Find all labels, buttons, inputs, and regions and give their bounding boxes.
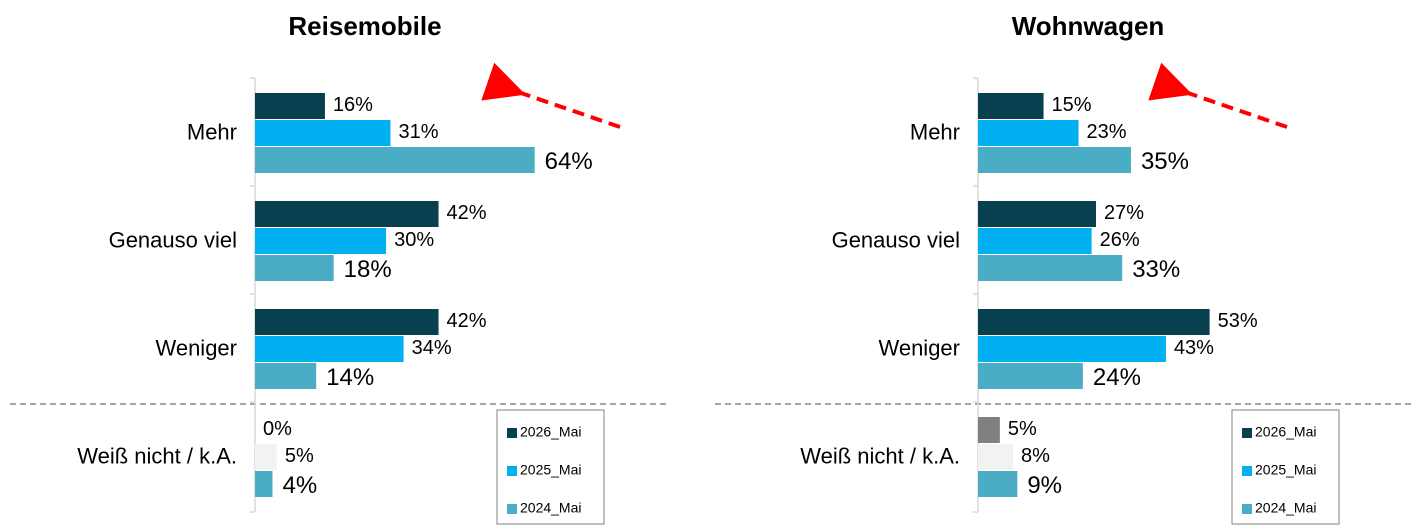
- data-label: 33%: [1132, 256, 1180, 283]
- legend-swatch: [1242, 466, 1252, 476]
- data-label: 34%: [412, 337, 452, 359]
- data-label: 30%: [394, 229, 434, 251]
- data-label: 9%: [1027, 472, 1062, 499]
- bar: [255, 201, 439, 227]
- legend-label: 2026_Mai: [520, 424, 582, 440]
- bar: [978, 336, 1166, 362]
- data-label: 23%: [1087, 121, 1127, 143]
- data-label: 27%: [1104, 202, 1144, 224]
- bar: [978, 147, 1131, 173]
- data-label: 0%: [263, 418, 292, 440]
- trend-arrow: [1148, 62, 1288, 129]
- bar: [978, 363, 1083, 389]
- bar: [255, 444, 277, 470]
- trend-arrow: [481, 62, 621, 129]
- data-label: 64%: [545, 148, 593, 175]
- data-label: 16%: [333, 94, 373, 116]
- bar: [978, 228, 1092, 254]
- chart-title: Reisemobile: [288, 11, 441, 41]
- bar: [978, 471, 1018, 497]
- data-label: 43%: [1174, 337, 1214, 359]
- bar: [255, 363, 317, 389]
- category-label: Weiß nicht / k.A.: [800, 443, 960, 468]
- bar: [255, 93, 325, 119]
- bar: [978, 120, 1079, 146]
- bar: [255, 471, 273, 497]
- data-label: 53%: [1218, 310, 1258, 332]
- data-label: 8%: [1021, 445, 1050, 467]
- legend-label: 2024_Mai: [1255, 500, 1317, 516]
- legend-swatch: [1242, 428, 1252, 438]
- data-label: 5%: [1008, 418, 1037, 440]
- data-label: 4%: [282, 472, 317, 499]
- bar: [255, 147, 535, 173]
- bar: [255, 309, 439, 335]
- bar: [978, 444, 1013, 470]
- category-label: Mehr: [910, 119, 960, 144]
- legend-swatch: [507, 428, 517, 438]
- legend-label: 2025_Mai: [520, 462, 582, 478]
- data-label: 42%: [447, 202, 487, 224]
- bar: [978, 417, 1000, 443]
- data-label: 26%: [1100, 229, 1140, 251]
- legend-swatch: [507, 504, 517, 514]
- legend-label: 2026_Mai: [1255, 424, 1317, 440]
- data-label: 42%: [447, 310, 487, 332]
- bar: [978, 255, 1123, 281]
- category-label: Mehr: [187, 119, 237, 144]
- bar: [978, 201, 1096, 227]
- data-label: 18%: [344, 256, 392, 283]
- data-label: 24%: [1093, 364, 1141, 391]
- data-label: 5%: [285, 445, 314, 467]
- chart-title: Wohnwagen: [1012, 11, 1165, 41]
- bar: [978, 309, 1210, 335]
- legend-swatch: [507, 466, 517, 476]
- data-label: 31%: [398, 121, 438, 143]
- data-label: 35%: [1141, 148, 1189, 175]
- category-label: Weniger: [155, 335, 237, 360]
- bar: [255, 120, 391, 146]
- legend-label: 2025_Mai: [1255, 462, 1317, 478]
- category-label: Genauso viel: [109, 227, 237, 252]
- bar: [255, 336, 404, 362]
- data-label: 15%: [1052, 94, 1092, 116]
- bar: [255, 255, 334, 281]
- bar: [978, 93, 1044, 119]
- category-label: Weiß nicht / k.A.: [77, 443, 237, 468]
- legend-label: 2024_Mai: [520, 500, 582, 516]
- data-label: 14%: [326, 364, 374, 391]
- bar: [255, 228, 387, 254]
- category-label: Genauso viel: [832, 227, 960, 252]
- category-label: Weniger: [878, 335, 960, 360]
- legend-swatch: [1242, 504, 1252, 514]
